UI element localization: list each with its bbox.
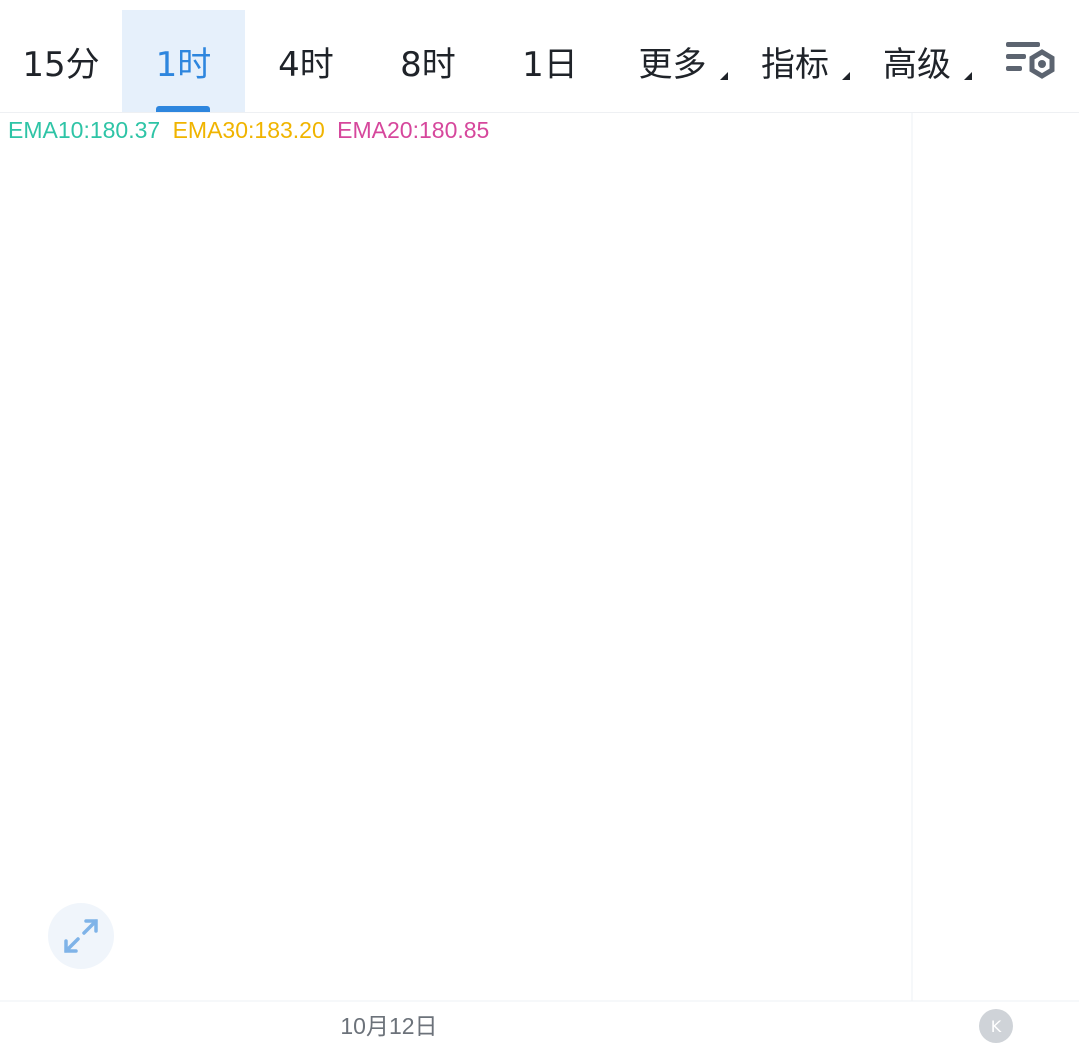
tab-1日[interactable]: 1日 (489, 10, 611, 112)
expand-icon (64, 919, 98, 953)
candlestick-chart[interactable]: 210205200195190185180175181.40192.97172.… (0, 113, 1079, 1046)
tab-label: 高级 (883, 44, 951, 85)
tab-label: 8时 (400, 44, 456, 85)
tab-1时[interactable]: 1时 (122, 10, 245, 112)
chart-settings-icon[interactable] (1000, 36, 1060, 86)
tab-label: 1时 (155, 44, 212, 85)
legend-ema20-value: 180.85 (418, 117, 490, 143)
tab-label: 更多 (638, 44, 707, 85)
x-axis-date-label: 10月12日 (340, 1013, 437, 1039)
tab-8时[interactable]: 8时 (367, 10, 489, 112)
legend-ema20-text: EMA20 (337, 117, 413, 143)
tab-15分[interactable]: 15分 (0, 10, 122, 112)
legend-ema30-value: 183.20 (254, 117, 325, 143)
tab-更多[interactable]: 更多 (611, 10, 734, 112)
tab-label: 指标 (761, 44, 829, 85)
fullscreen-expand-button[interactable] (48, 903, 114, 969)
legend-ema10-text: EMA10 (8, 117, 84, 143)
kline-nav-icon: K (990, 1016, 1002, 1036)
dropdown-caret-icon (842, 72, 850, 80)
dropdown-caret-icon (720, 72, 728, 80)
legend-ema30: EMA30:183.20 (172, 117, 325, 143)
legend-ema10: EMA10:180.37 (8, 117, 161, 143)
tab-指标[interactable]: 指标 (734, 10, 856, 112)
tab-label: 4时 (278, 44, 334, 85)
ema-legend: EMA10:180.37 EMA30:183.20 EMA20:180.85 (8, 117, 495, 144)
legend-ema30-text: EMA30 (172, 117, 249, 143)
tab-label: 1日 (522, 44, 578, 85)
timeframe-tabbar: 15分 1时 4时 8时 1日 更多 指标 高级 (0, 0, 1079, 113)
kline-nav-button[interactable]: K (979, 1009, 1013, 1043)
legend-ema20: EMA20:180.85 (337, 117, 490, 143)
active-tab-indicator (156, 106, 210, 112)
tab-4时[interactable]: 4时 (245, 10, 367, 112)
dropdown-caret-icon (964, 72, 972, 80)
tab-label: 15分 (22, 44, 100, 85)
tab-高级[interactable]: 高级 (856, 10, 978, 112)
legend-ema10-value: 180.37 (89, 117, 161, 143)
